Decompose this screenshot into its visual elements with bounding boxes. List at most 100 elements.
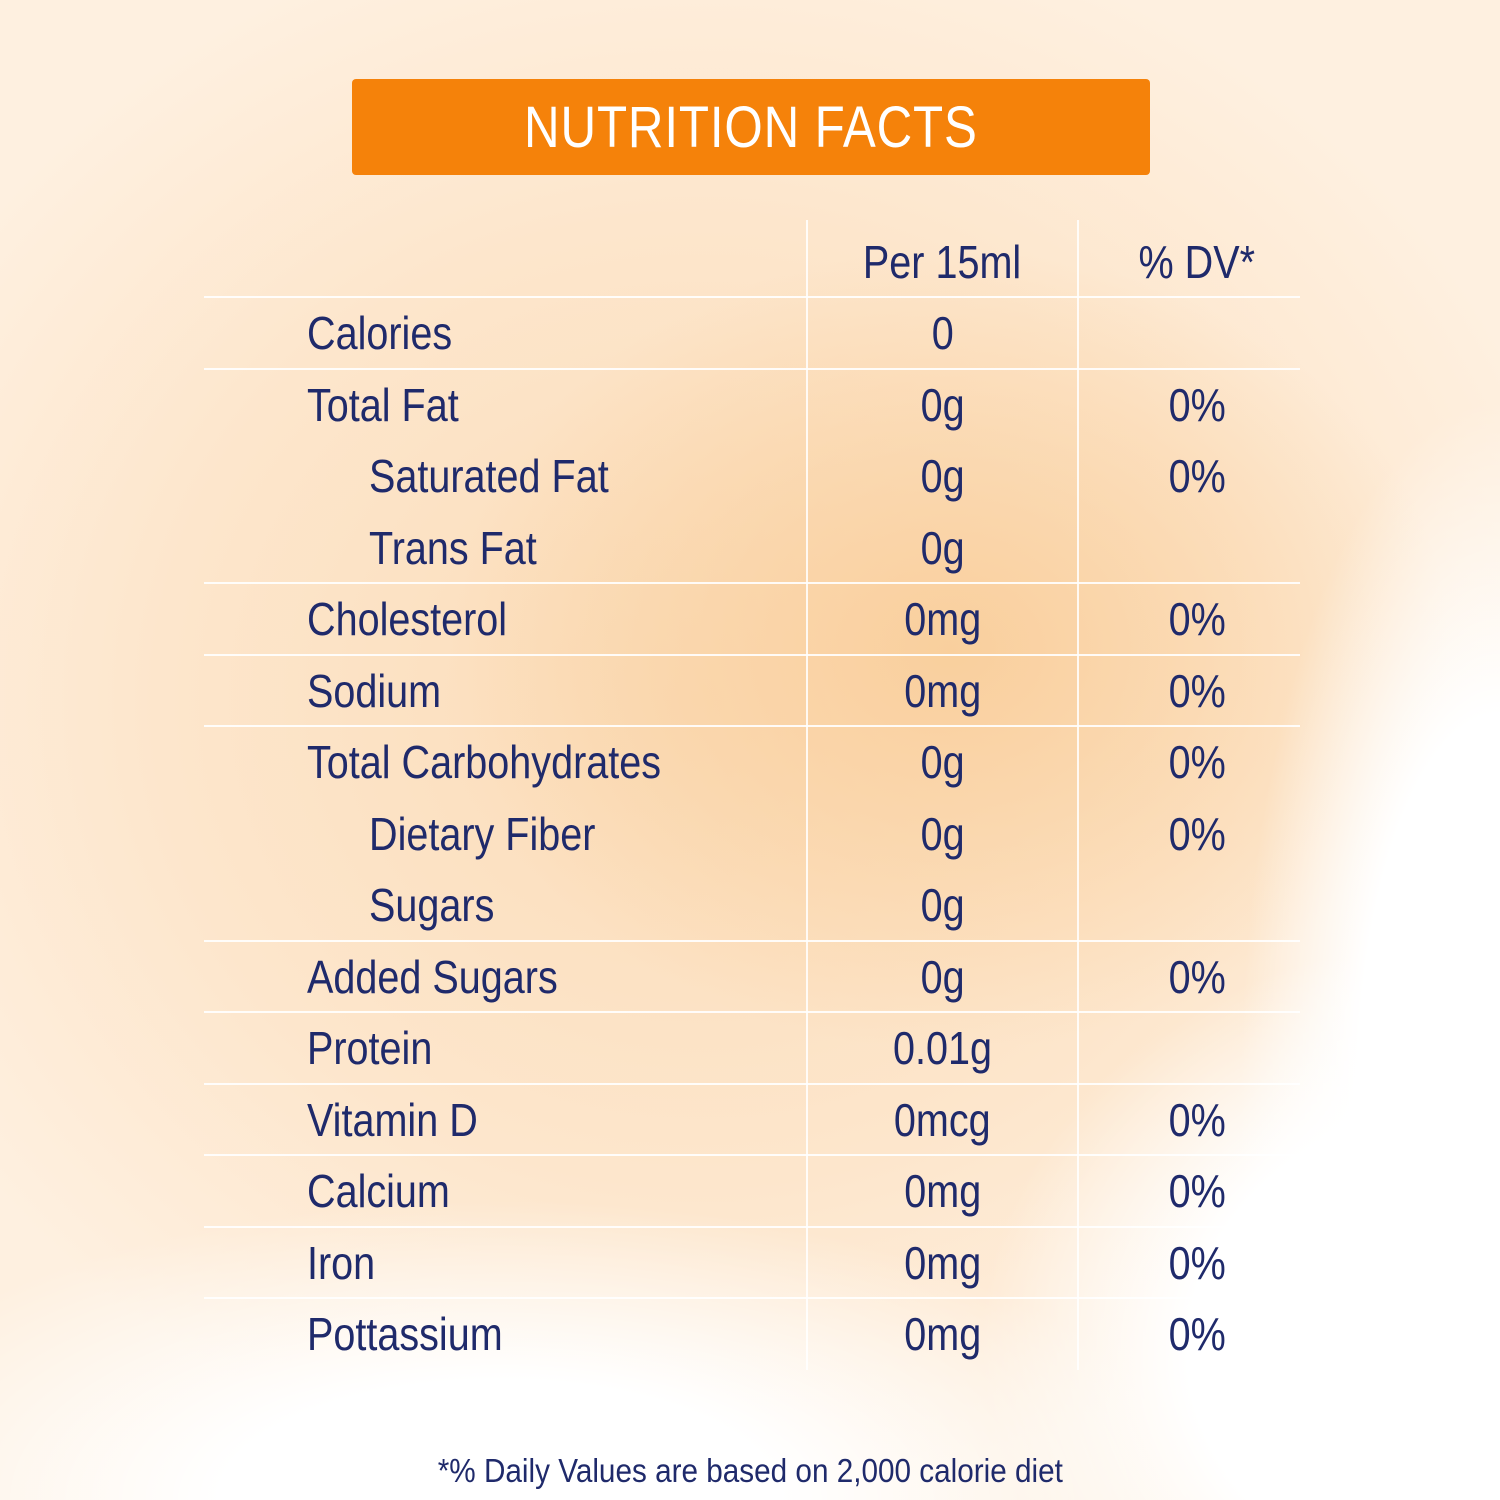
row-dv [1079,512,1315,584]
header-amount: Per 15ml [808,222,1077,298]
row-name: Saturated Fat [369,440,849,512]
footnote: *% Daily Values are based on 2,000 calor… [0,1452,1500,1490]
row-name: Dietary Fiber [369,798,849,870]
row-dv-text: 0% [1168,736,1226,788]
row-amount: 0mg [808,1155,1077,1227]
row-name: Total Carbohydrates [307,726,787,798]
row-dv: 0% [1079,798,1315,870]
row-name: Vitamin D [307,1084,787,1156]
row-dv-text: 0% [1168,378,1226,431]
row-divider [204,1154,1300,1156]
row-amount-text: 0mg [904,664,981,717]
row-amount: 0g [808,941,1077,1013]
row-dv: 0% [1079,440,1315,512]
row-amount: 0mg [808,1227,1077,1299]
row-divider [204,367,1300,370]
row-name-text: Protein [307,1022,433,1074]
row-name: Sodium [307,655,787,727]
row-dv [1079,869,1315,941]
row-dv-text: 0% [1168,1165,1226,1217]
row-dv-text: 0% [1168,664,1226,717]
row-amount: 0mg [808,1298,1077,1370]
row-amount: 0g [808,512,1077,584]
row-amount-text: 0.01g [892,1022,993,1074]
row-divider [204,1297,1300,1299]
row-dv: 0% [1079,1084,1315,1156]
row-divider [204,1225,1300,1228]
footnote-text: *% Daily Values are based on 2,000 calor… [437,1452,1063,1489]
row-dv: 0% [1079,1298,1315,1370]
row-name-text: Sodium [307,664,442,717]
row-name: Protein [307,1012,787,1084]
row-amount-text: 0g [920,736,965,788]
header-dv-text: % DV* [1138,236,1256,288]
title: NUTRITION FACTS [524,94,978,160]
row-amount: 0mcg [808,1084,1077,1156]
row-name: Cholesterol [307,583,787,655]
row-divider [204,1082,1300,1085]
row-name-text: Total Fat [307,378,459,431]
title-banner: NUTRITION FACTS [352,79,1150,175]
row-name-text: Cholesterol [307,593,508,645]
row-name-text: Saturated Fat [369,450,609,502]
row-amount: 0g [808,798,1077,870]
row-amount: 0g [808,369,1077,441]
row-amount-text: 0g [920,521,965,574]
row-name: Calories [307,297,787,369]
column-divider [1077,220,1079,1370]
row-name-text: Sugars [369,879,495,931]
row-dv: 0% [1079,1227,1315,1299]
row-amount: 0 [808,297,1077,369]
row-name-text: Iron [307,1236,376,1289]
row-divider [204,725,1300,727]
row-amount-text: 0g [920,807,965,860]
row-dv: 0% [1079,941,1315,1013]
row-dv-text: 0% [1168,1093,1226,1146]
column-divider [806,220,808,1370]
row-name-text: Calcium [307,1165,450,1217]
header-dv: % DV* [1079,222,1315,298]
row-name-text: Pottassium [307,1308,503,1360]
row-amount-text: 0g [920,950,965,1003]
row-amount-text: 0mcg [894,1093,991,1146]
row-divider [204,653,1300,656]
row-amount-text: 0g [920,378,965,431]
row-amount-text: 0g [920,879,965,931]
row-dv-text: 0% [1168,1308,1226,1360]
row-name-text: Vitamin D [307,1093,478,1146]
row-amount: 0mg [808,583,1077,655]
row-amount-text: 0mg [904,593,981,645]
row-amount: 0g [808,869,1077,941]
row-name-text: Total Carbohydrates [307,736,662,788]
row-name: Calcium [307,1155,787,1227]
row-amount-text: 0mg [904,1308,981,1360]
row-name-text: Dietary Fiber [369,807,596,860]
row-divider [204,296,1300,298]
row-divider [204,582,1300,584]
row-dv [1079,1012,1315,1084]
row-name: Trans Fat [369,512,849,584]
row-dv [1079,297,1315,369]
row-amount-text: 0mg [904,1165,981,1217]
row-dv-text: 0% [1168,593,1226,645]
row-amount-text: 0mg [904,1236,981,1289]
row-divider [204,939,1300,942]
row-dv: 0% [1079,726,1315,798]
row-amount: 0.01g [808,1012,1077,1084]
row-dv: 0% [1079,369,1315,441]
row-amount-text: 0g [920,450,965,502]
row-name-text: Calories [307,307,453,359]
header-amount-text: Per 15ml [863,236,1022,288]
row-dv-text: 0% [1168,1236,1226,1289]
row-name-text: Trans Fat [369,521,537,574]
row-name: Sugars [369,869,849,941]
row-amount: 0g [808,726,1077,798]
row-divider [204,1011,1300,1013]
row-name-text: Added Sugars [307,950,558,1003]
row-amount: 0mg [808,655,1077,727]
row-dv: 0% [1079,655,1315,727]
row-name: Added Sugars [307,941,787,1013]
row-dv: 0% [1079,583,1315,655]
row-dv: 0% [1079,1155,1315,1227]
row-name: Pottassium [307,1298,787,1370]
